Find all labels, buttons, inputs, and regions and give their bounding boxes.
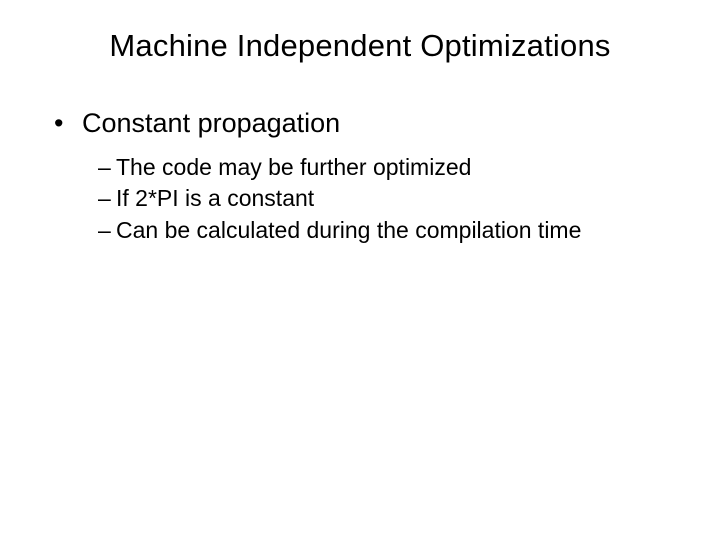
- slide-container: Machine Independent Optimizations •Const…: [0, 0, 720, 540]
- bullet-marker: •: [54, 108, 82, 139]
- bullet-level2: –Can be calculated during the compilatio…: [98, 216, 672, 245]
- bullet-text: Constant propagation: [82, 108, 340, 138]
- dash-marker: –: [98, 216, 116, 245]
- dash-marker: –: [98, 184, 116, 213]
- sub-text: Can be calculated during the compilation…: [116, 217, 581, 243]
- bullet-level2: –The code may be further optimized: [98, 153, 672, 182]
- sub-text: If 2*PI is a constant: [116, 185, 314, 211]
- sub-text: The code may be further optimized: [116, 154, 471, 180]
- slide-title: Machine Independent Optimizations: [68, 28, 652, 64]
- dash-marker: –: [98, 153, 116, 182]
- bullet-level2: –If 2*PI is a constant: [98, 184, 672, 213]
- bullet-level1: •Constant propagation: [54, 108, 672, 139]
